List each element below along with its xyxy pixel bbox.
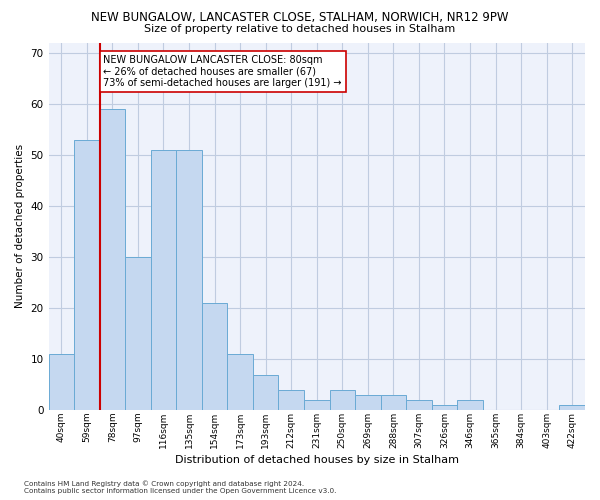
Bar	[151, 150, 176, 410]
Bar	[559, 405, 585, 410]
Text: Contains HM Land Registry data © Crown copyright and database right 2024.
Contai: Contains HM Land Registry data © Crown c…	[24, 480, 337, 494]
Bar	[432, 405, 457, 410]
Bar	[355, 395, 380, 410]
Bar	[74, 140, 100, 410]
Bar	[176, 150, 202, 410]
Y-axis label: Number of detached properties: Number of detached properties	[15, 144, 25, 308]
Bar	[49, 354, 74, 410]
X-axis label: Distribution of detached houses by size in Stalham: Distribution of detached houses by size …	[175, 455, 459, 465]
Text: Size of property relative to detached houses in Stalham: Size of property relative to detached ho…	[145, 24, 455, 34]
Bar	[406, 400, 432, 410]
Bar	[202, 303, 227, 410]
Bar	[304, 400, 329, 410]
Bar	[380, 395, 406, 410]
Bar	[253, 374, 278, 410]
Text: NEW BUNGALOW, LANCASTER CLOSE, STALHAM, NORWICH, NR12 9PW: NEW BUNGALOW, LANCASTER CLOSE, STALHAM, …	[91, 12, 509, 24]
Text: NEW BUNGALOW LANCASTER CLOSE: 80sqm
← 26% of detached houses are smaller (67)
73: NEW BUNGALOW LANCASTER CLOSE: 80sqm ← 26…	[103, 56, 342, 88]
Bar	[125, 257, 151, 410]
Bar	[100, 109, 125, 410]
Bar	[329, 390, 355, 410]
Bar	[457, 400, 483, 410]
Bar	[278, 390, 304, 410]
Bar	[227, 354, 253, 410]
